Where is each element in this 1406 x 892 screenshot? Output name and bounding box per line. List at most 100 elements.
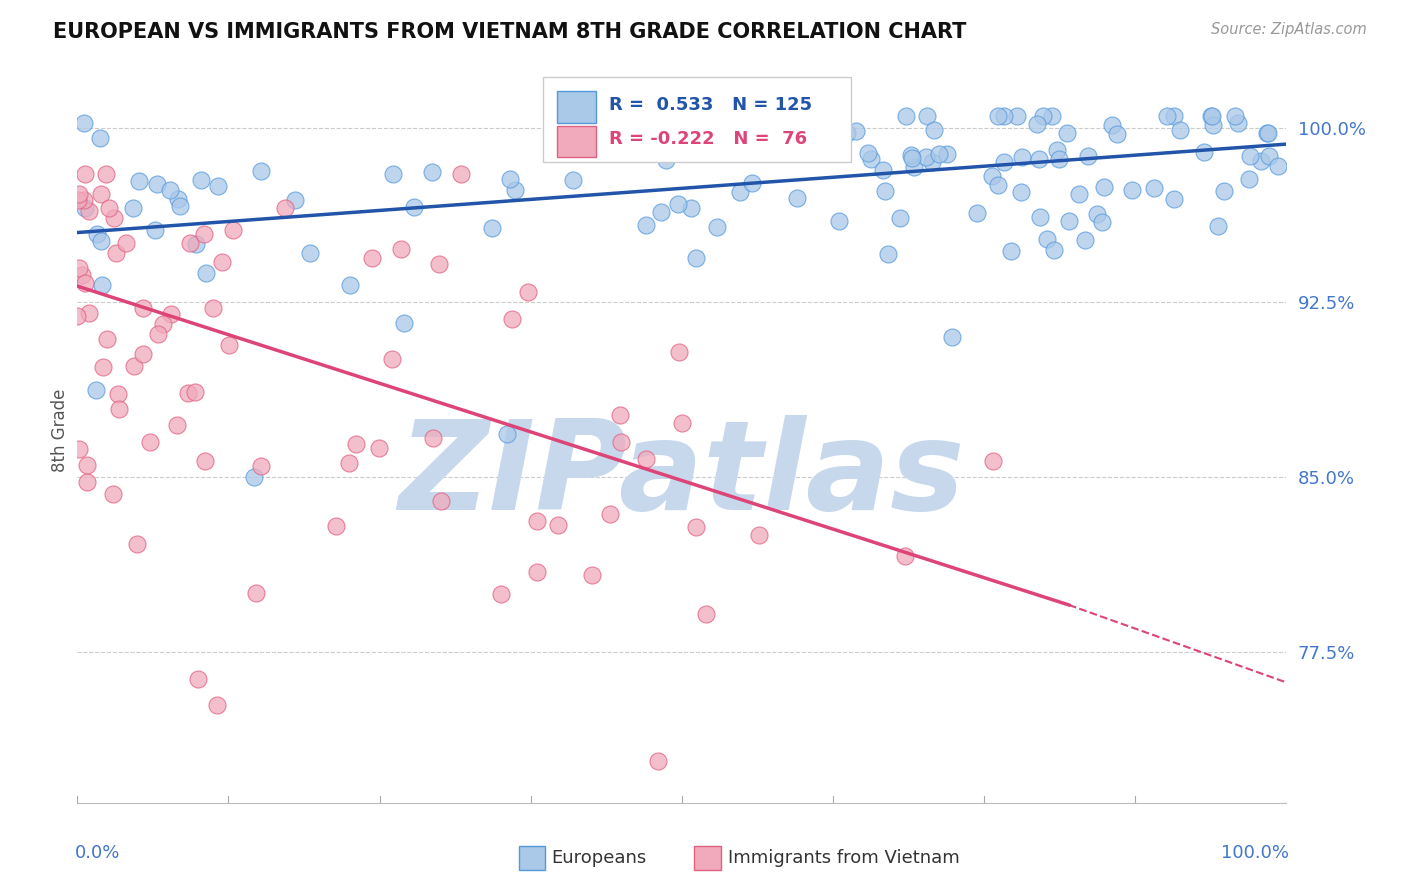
Y-axis label: 8th Grade: 8th Grade (51, 389, 69, 472)
Point (496, 427, 519, 442)
Text: ZIPatlas: ZIPatlas (399, 415, 965, 535)
Point (759, 145, 782, 159)
Point (581, 567, 603, 582)
Point (1256, 126, 1278, 140)
Point (1101, 118, 1123, 132)
Point (1077, 149, 1099, 163)
Point (93, 360, 115, 375)
Point (921, 155, 943, 169)
Point (1010, 185, 1032, 199)
Point (1239, 149, 1261, 163)
Point (1032, 109, 1054, 123)
Point (981, 453, 1004, 467)
Point (814, 122, 837, 136)
Point (90, 187, 112, 202)
Point (993, 109, 1015, 123)
Point (650, 204, 672, 219)
Point (1067, 187, 1090, 202)
Point (325, 519, 347, 533)
Point (1057, 214, 1080, 228)
Point (1192, 145, 1215, 160)
Point (193, 227, 215, 241)
Point (97, 201, 120, 215)
Point (1170, 123, 1192, 137)
Point (987, 109, 1010, 123)
Point (86, 227, 108, 241)
Point (630, 140, 652, 154)
Point (481, 220, 503, 235)
Point (924, 122, 946, 136)
Point (900, 148, 922, 162)
Point (67, 442, 90, 456)
Point (75, 201, 97, 215)
Point (740, 110, 762, 124)
Point (72, 115, 94, 129)
Point (148, 326, 170, 341)
Point (1250, 154, 1272, 169)
Point (207, 179, 229, 194)
Point (1046, 143, 1069, 157)
Point (845, 124, 868, 138)
Point (1047, 152, 1070, 166)
Point (75, 167, 97, 181)
Point (685, 109, 707, 123)
Point (634, 219, 657, 233)
Point (1028, 210, 1050, 224)
Point (526, 565, 548, 579)
Point (748, 528, 770, 542)
Point (166, 418, 188, 433)
Point (517, 285, 540, 300)
Point (1206, 219, 1229, 234)
Point (184, 236, 207, 251)
Point (381, 167, 404, 181)
Point (935, 147, 957, 161)
Point (652, 142, 675, 156)
Point (1028, 152, 1050, 166)
Point (122, 359, 145, 373)
Point (167, 192, 190, 206)
Point (422, 432, 444, 446)
Point (1239, 171, 1261, 186)
Point (159, 183, 181, 197)
Point (1107, 127, 1129, 141)
Point (1085, 207, 1108, 221)
Point (67, 194, 90, 208)
Point (190, 173, 212, 187)
Point (499, 171, 522, 186)
Point (987, 178, 1010, 192)
Point (132, 347, 155, 361)
Point (160, 307, 183, 321)
Point (1092, 179, 1115, 194)
Point (1163, 109, 1185, 123)
Point (202, 301, 225, 315)
Point (609, 409, 631, 423)
Point (903, 160, 925, 174)
Point (1073, 233, 1095, 247)
Point (422, 165, 444, 179)
Point (139, 435, 162, 450)
Point (70, 268, 93, 283)
Point (94, 167, 117, 181)
Point (526, 514, 548, 528)
FancyBboxPatch shape (695, 846, 721, 870)
Point (1163, 192, 1185, 206)
Text: Immigrants from Vietnam: Immigrants from Vietnam (728, 849, 960, 867)
Text: 100.0%: 100.0% (1220, 844, 1289, 862)
Point (1091, 215, 1114, 229)
Point (1143, 181, 1166, 195)
Point (389, 242, 412, 256)
Point (67, 260, 90, 275)
Point (128, 174, 150, 188)
Point (835, 126, 858, 140)
Point (107, 387, 129, 401)
Point (928, 147, 950, 161)
Point (706, 219, 728, 234)
Point (773, 109, 796, 123)
Point (284, 194, 307, 208)
Point (1212, 184, 1234, 198)
Point (179, 236, 201, 251)
Point (815, 110, 838, 124)
Point (90, 277, 112, 292)
Point (195, 266, 218, 280)
Text: R = -0.222   N =  76: R = -0.222 N = 76 (609, 130, 807, 148)
